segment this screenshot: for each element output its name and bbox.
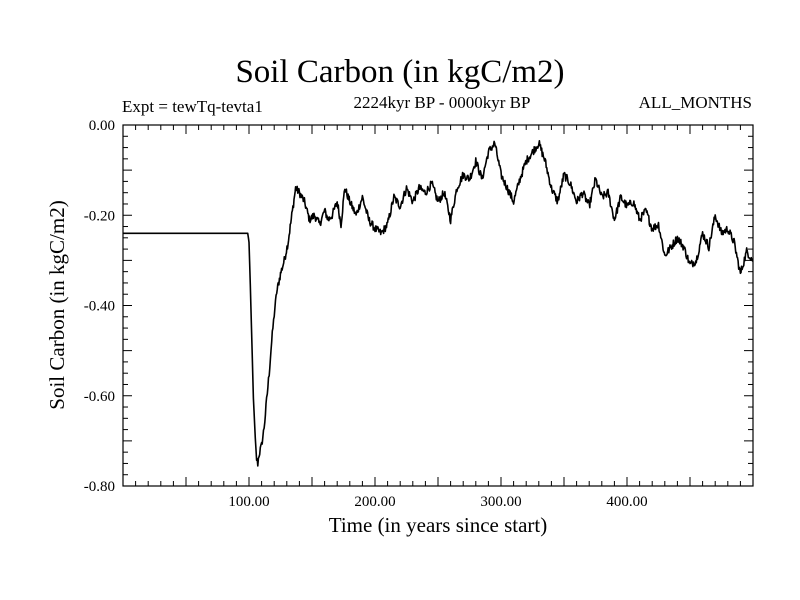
axis-ticks — [123, 125, 753, 486]
y-axis-label: Soil Carbon (in kgC/m2) — [45, 200, 69, 409]
experiment-label: Expt = tewTq-tevta1 — [122, 97, 263, 116]
tick-labels: 100.00 200.00 300.00 400.00 0.00 -0.20 -0.40 -0… — [84, 118, 648, 510]
x-tick-label: 200.00 — [354, 494, 395, 510]
y-tick-label: -0.60 — [84, 389, 115, 405]
x-tick-label: 100.00 — [228, 494, 269, 510]
plot-frame — [122, 124, 754, 487]
months-label: ALL_MONTHS — [638, 93, 752, 112]
x-tick-label: 300.00 — [480, 494, 521, 510]
y-tick-label: -0.20 — [84, 208, 115, 224]
y-tick-label: -0.80 — [84, 479, 115, 495]
series-line-soil-carbon — [123, 140, 754, 467]
y-tick-label: 0.00 — [89, 118, 115, 134]
y-tick-label: -0.40 — [84, 299, 115, 315]
x-tick-label: 400.00 — [606, 494, 647, 510]
chart-subtitle: 2224kyr BP - 0000kyr BP — [353, 93, 531, 112]
x-axis-label: Time (in years since start) — [329, 513, 548, 537]
chart-title: Soil Carbon (in kgC/m2) — [235, 54, 565, 90]
